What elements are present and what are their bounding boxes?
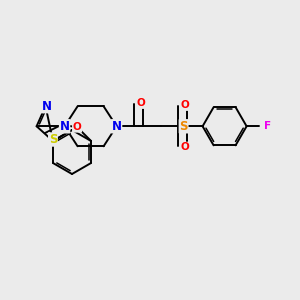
Text: N: N	[41, 100, 52, 113]
Text: O: O	[73, 122, 81, 132]
Text: S: S	[49, 133, 57, 146]
Text: N: N	[60, 120, 70, 133]
Text: O: O	[180, 100, 189, 110]
Text: S: S	[179, 120, 188, 133]
Text: O: O	[136, 98, 145, 108]
Text: O: O	[180, 142, 189, 152]
Text: N: N	[112, 120, 122, 133]
Text: F: F	[264, 121, 271, 131]
